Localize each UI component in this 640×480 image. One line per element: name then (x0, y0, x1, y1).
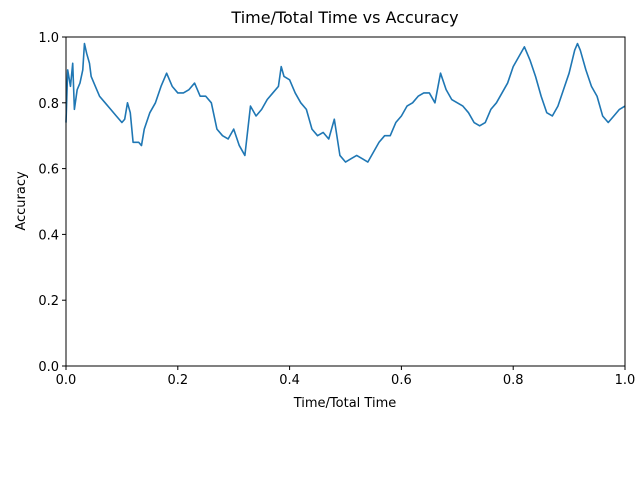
chart-title: Time/Total Time vs Accuracy (230, 8, 458, 27)
x-axis-label: Time/Total Time (293, 396, 397, 411)
y-tick-label: 0.2 (38, 294, 59, 309)
y-tick-label: 0.0 (38, 360, 59, 375)
x-tick-label: 1.0 (615, 373, 636, 388)
y-tick-label: 0.6 (38, 163, 59, 178)
y-tick-label: 0.8 (38, 97, 59, 112)
x-tick-label: 0.4 (279, 373, 300, 388)
x-tick-label: 0.0 (56, 373, 77, 388)
x-tick-label: 0.2 (167, 373, 188, 388)
y-tick-label: 0.4 (38, 228, 59, 243)
axes-frame (65, 36, 626, 367)
x-tick-label: 0.6 (391, 373, 412, 388)
x-tick-label: 0.8 (503, 373, 524, 388)
data-line (65, 42, 626, 163)
y-axis-label: Accuracy (14, 171, 29, 231)
y-tick-label: 1.0 (38, 31, 59, 46)
